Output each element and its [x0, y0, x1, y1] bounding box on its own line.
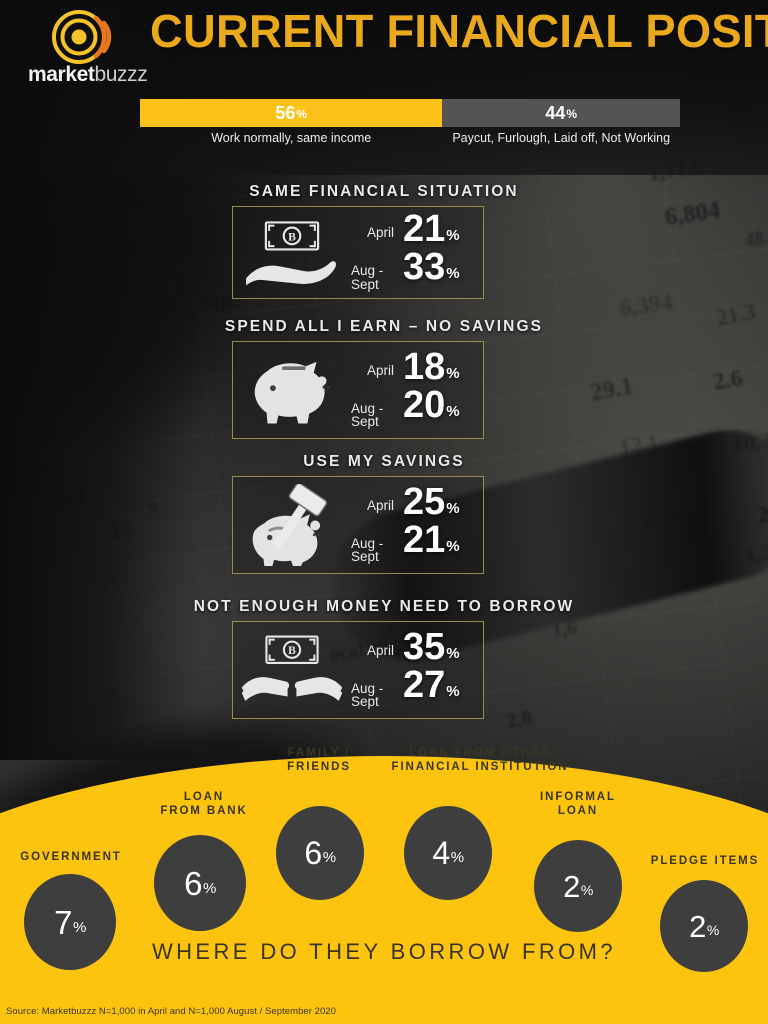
bubble-label-loan-from-bank: LOAN FROM BANK [160, 791, 248, 818]
stat-card-body: B April 35% Aug - Sept 27% [232, 621, 484, 719]
split-bar-section: 56% 44% Work normally, same income Paycu… [140, 99, 680, 146]
split-bar-labels: Work normally, same income Paycut, Furlo… [140, 131, 680, 146]
stat-row-value: 27% [403, 663, 460, 706]
bubble-value: 2% [689, 908, 719, 944]
stat-row-value: 35% [403, 625, 460, 668]
bubble-value: 2% [563, 868, 593, 904]
stat-row: Aug - Sept 20% [351, 386, 475, 433]
bubble-loan-other-institution[interactable]: 4% [404, 806, 492, 900]
svg-text:B: B [288, 230, 296, 243]
stat-card-rows: April 35% Aug - Sept 27% [351, 622, 483, 718]
stat-row: April 21% [351, 210, 475, 248]
bubble-label-family-friends: FAMILY / FRIENDS [287, 747, 351, 774]
bubble-pledge-items[interactable]: 2% [660, 880, 748, 972]
bubble-value: 6% [304, 835, 336, 871]
stat-row-value: 21% [403, 518, 460, 561]
bubble-label-government: GOVERNMENT [20, 851, 122, 863]
bubble-label-loan-other-institution: LOAN FROM OTHER FINANCIAL INSTITUTION [391, 747, 569, 774]
bubble-value: 7% [54, 903, 86, 941]
bubble-loan-from-bank[interactable]: 6% [154, 835, 246, 931]
borrow-section-heading: WHERE DO THEY BORROW FROM? [151, 939, 617, 964]
stat-card-title: USE MY SAVINGS [303, 453, 465, 470]
brand-wordmark: marketbuzzz [28, 64, 168, 85]
stat-card-spend-all-i-earn: SPEND ALL I EARN – NO SAVINGS April [164, 318, 604, 439]
stat-card-body: April 18% Aug - Sept 20% [232, 341, 484, 439]
brand-logo[interactable]: marketbuzzz [24, 6, 148, 90]
split-right-percent-sign: % [566, 107, 578, 121]
bubble-value: 6% [184, 864, 216, 902]
stat-card-title: NOT ENOUGH MONEY NEED TO BORROW [193, 598, 575, 615]
stat-row-value: 21% [403, 208, 460, 250]
borrow-panel-base [0, 980, 768, 1024]
stat-card-not-enough-money: NOT ENOUGH MONEY NEED TO BORROW B [152, 598, 616, 719]
split-bar-segment-left: 56% [140, 99, 443, 127]
bubble-value: 4% [432, 835, 464, 871]
stat-row: April 25% [351, 483, 475, 521]
brand-word-bold: market [28, 63, 95, 86]
stat-row-value: 20% [403, 383, 460, 426]
bubble-informal-loan[interactable]: 2% [534, 840, 622, 932]
stat-row-label: April [366, 497, 394, 513]
stat-row: April 18% [351, 348, 475, 386]
bubble-label-pledge-items: PLEDGE ITEMS [650, 855, 760, 867]
stat-row: April 35% [351, 628, 475, 666]
stat-card-title: SPEND ALL I EARN – NO SAVINGS [224, 318, 544, 335]
stat-row: Aug - Sept 33% [351, 248, 475, 295]
target-rings-icon [52, 6, 114, 68]
stat-row-label: Aug - Sept [351, 680, 384, 709]
stat-row: Aug - Sept 21% [351, 521, 475, 568]
split-left-percent-sign: % [296, 107, 308, 121]
stat-row-label: April [366, 642, 394, 658]
stat-card-body: B April 21% Aug - Sept 33% [232, 206, 484, 299]
stat-card-title: SAME FINANCIAL SITUATION [249, 183, 519, 200]
hand-with-banknote-icon: B [233, 207, 351, 298]
stat-row-label: Aug - Sept [351, 400, 384, 429]
stat-row-value: 25% [403, 480, 460, 523]
split-bar: 56% 44% [140, 99, 680, 127]
bubble-label-informal-loan: INFORMAL LOAN [540, 791, 616, 818]
bubble-government[interactable]: 7% [24, 874, 116, 970]
split-bar-segment-right: 44% [442, 99, 680, 127]
bubble-family-friends[interactable]: 6% [276, 806, 364, 900]
svg-text:B: B [288, 645, 296, 657]
page-title: CURRENT FINANCIAL POSITION [150, 5, 768, 57]
split-left-value: 56 [275, 103, 296, 123]
borrow-section: GOVERNMENT 7% LOAN FROM BANK 6% FAMILY /… [0, 740, 768, 1024]
piggy-bank-with-hammer-icon [233, 477, 351, 573]
stat-card-use-my-savings: USE MY SAVINGS [164, 453, 604, 574]
stat-card-same-financial-situation: SAME FINANCIAL SITUATION B [164, 183, 604, 299]
header: marketbuzzz CURRENT FINANCIAL POSITION [0, 0, 768, 95]
split-right-label: Paycut, Furlough, Laid off, Not Working [452, 131, 671, 145]
stat-row: Aug - Sept 27% [351, 666, 475, 713]
brand-word-light: buzzz [94, 63, 148, 86]
stat-row-label: April [366, 225, 394, 240]
stat-row-value: 33% [403, 246, 460, 288]
split-right-value: 44 [545, 103, 566, 123]
stat-row-label: Aug - Sept [351, 535, 384, 564]
stat-row-label: Aug - Sept [351, 263, 384, 292]
stat-row-label: April [366, 362, 394, 378]
two-hands-receiving-money-icon: B [233, 622, 351, 718]
source-note: Source: Marketbuzzz N=1,000 in April and… [6, 1006, 336, 1017]
split-left-label: Work normally, same income [211, 131, 372, 145]
stat-row-value: 18% [403, 345, 460, 388]
stat-card-rows: April 25% Aug - Sept 21% [351, 477, 483, 573]
stat-card-rows: April 18% Aug - Sept 20% [351, 342, 483, 438]
stat-card-body: April 25% Aug - Sept 21% [232, 476, 484, 574]
stat-card-rows: April 21% Aug - Sept 33% [351, 207, 483, 298]
borrow-panel-dome [0, 756, 768, 1024]
piggy-bank-icon [233, 342, 351, 438]
